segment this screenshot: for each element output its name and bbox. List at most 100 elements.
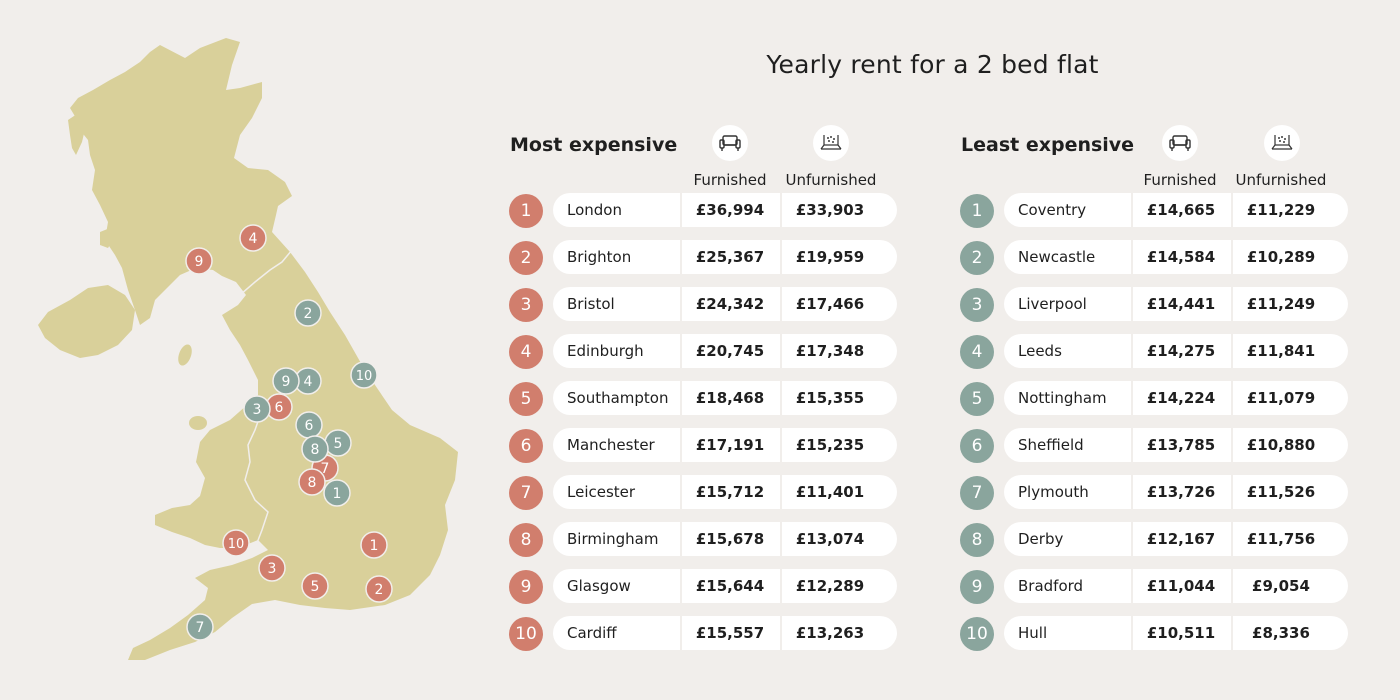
rank-badge: 3 — [960, 288, 994, 322]
table-row: 1 Coventry £14,665 £11,229 — [960, 193, 1350, 229]
most-expensive-heading: Most expensive — [510, 134, 678, 156]
unfurnished-rent: £33,903 — [795, 201, 865, 219]
rank-badge: 9 — [509, 570, 543, 604]
anglesey — [189, 416, 207, 430]
city-name: Liverpool — [1018, 295, 1087, 313]
col-unfurnished-label: Unfurnished — [1235, 171, 1327, 189]
most-expensive-panel: Most expensive Furnished Unfurnished 1 Lo… — [509, 125, 909, 685]
row-pill: Leeds £14,275 £11,841 — [1004, 334, 1348, 368]
furnished-rent: £17,191 — [695, 436, 765, 454]
city-name: Brighton — [567, 248, 632, 266]
table-row: 10 Hull £10,511 £8,336 — [960, 616, 1350, 652]
marker-circle — [272, 367, 300, 395]
city-name: Bradford — [1018, 577, 1084, 595]
furnished-rent: £13,726 — [1146, 483, 1216, 501]
marker-circle — [258, 554, 286, 582]
map-marker-least-expensive: 3 — [243, 395, 271, 423]
empty-room-icon — [1264, 125, 1300, 161]
city-name: Bristol — [567, 295, 615, 313]
marker-label: 1 — [370, 538, 379, 554]
column-divider — [1131, 240, 1133, 274]
row-pill: Derby £12,167 £11,756 — [1004, 522, 1348, 556]
rank-badge: 6 — [960, 429, 994, 463]
city-name: Glasgow — [567, 577, 631, 595]
column-divider — [1231, 193, 1233, 227]
column-divider — [1231, 334, 1233, 368]
marker-label: 2 — [304, 306, 313, 322]
marker-label: 5 — [334, 436, 343, 452]
marker-circle — [294, 299, 322, 327]
map-marker-most-expensive: 1 — [360, 531, 388, 559]
marker-circle — [360, 531, 388, 559]
row-pill: Liverpool £14,441 £11,249 — [1004, 287, 1348, 321]
rank-badge: 10 — [509, 617, 543, 651]
city-name: Edinburgh — [567, 342, 644, 360]
city-name: Derby — [1018, 530, 1064, 548]
city-name: Sheffield — [1018, 436, 1084, 454]
column-divider — [680, 428, 682, 462]
marker-circle — [243, 395, 271, 423]
marker-label: 3 — [253, 402, 262, 418]
city-name: Cardiff — [567, 624, 617, 642]
rank-badge: 2 — [509, 241, 543, 275]
rank-badge: 7 — [960, 476, 994, 510]
furnished-rent: £14,441 — [1146, 295, 1216, 313]
table-row: 10 Cardiff £15,557 £13,263 — [509, 616, 899, 652]
column-divider — [1231, 381, 1233, 415]
furnished-rent: £10,511 — [1146, 624, 1216, 642]
marker-label: 7 — [196, 620, 205, 636]
map-marker-most-expensive: 3 — [258, 554, 286, 582]
table-row: 2 Newcastle £14,584 £10,289 — [960, 240, 1350, 276]
column-divider — [1231, 616, 1233, 650]
rank-badge: 9 — [960, 570, 994, 604]
column-divider — [1231, 428, 1233, 462]
row-pill: Hull £10,511 £8,336 — [1004, 616, 1348, 650]
unfurnished-rent: £9,054 — [1252, 577, 1310, 595]
northern-ireland — [38, 285, 135, 358]
great-britain-landmass — [70, 38, 458, 660]
city-name: London — [567, 201, 622, 219]
table-row: 5 Southampton £18,468 £15,355 — [509, 381, 899, 417]
col-unfurnished-label: Unfurnished — [785, 171, 877, 189]
table-row: 4 Leeds £14,275 £11,841 — [960, 334, 1350, 370]
row-pill: Coventry £14,665 £11,229 — [1004, 193, 1348, 227]
furnished-rent: £18,468 — [695, 389, 765, 407]
unfurnished-rent: £10,880 — [1246, 436, 1316, 454]
row-pill: Southampton £18,468 £15,355 — [553, 381, 897, 415]
col-furnished-label: Furnished — [1143, 171, 1217, 189]
column-divider — [780, 522, 782, 556]
city-name: Hull — [1018, 624, 1048, 642]
unfurnished-rent: £11,841 — [1246, 342, 1316, 360]
table-row: 8 Derby £12,167 £11,756 — [960, 522, 1350, 558]
marker-label: 7 — [321, 461, 330, 477]
column-divider — [1131, 428, 1133, 462]
unfurnished-rent: £11,079 — [1246, 389, 1316, 407]
marker-circle — [239, 224, 267, 252]
unfurnished-rent: £11,249 — [1246, 295, 1316, 313]
column-divider — [1231, 569, 1233, 603]
row-pill: Bristol £24,342 £17,466 — [553, 287, 897, 321]
map-marker-least-expensive: 5 — [324, 429, 352, 457]
map-marker-least-expensive: 1 — [323, 479, 351, 507]
sofa-icon — [1162, 125, 1198, 161]
column-divider — [680, 287, 682, 321]
rank-badge: 4 — [960, 335, 994, 369]
row-pill: Newcastle £14,584 £10,289 — [1004, 240, 1348, 274]
unfurnished-rent: £13,263 — [795, 624, 865, 642]
furnished-rent: £14,275 — [1146, 342, 1216, 360]
column-divider — [1131, 475, 1133, 509]
column-divider — [780, 193, 782, 227]
unfurnished-rent: £12,289 — [795, 577, 865, 595]
unfurnished-rent: £11,756 — [1246, 530, 1316, 548]
empty-room-icon — [813, 125, 849, 161]
marker-label: 8 — [311, 442, 320, 458]
column-divider — [780, 381, 782, 415]
column-divider — [780, 334, 782, 368]
map-marker-least-expensive: 6 — [295, 411, 323, 439]
unfurnished-rent: £15,235 — [795, 436, 865, 454]
row-pill: Plymouth £13,726 £11,526 — [1004, 475, 1348, 509]
city-name: Manchester — [567, 436, 655, 454]
row-pill: Birmingham £15,678 £13,074 — [553, 522, 897, 556]
